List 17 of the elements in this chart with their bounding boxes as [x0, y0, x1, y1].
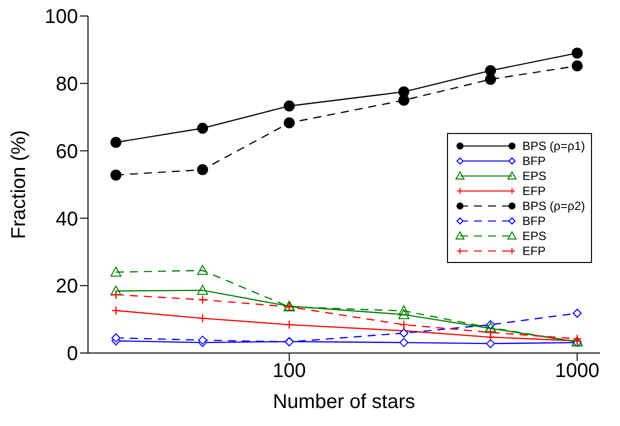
legend-label: EFP — [522, 184, 546, 198]
y-tick-label: 60 — [56, 140, 78, 163]
y-tick-label: 80 — [56, 74, 78, 96]
legend-label: EPS — [522, 168, 546, 182]
legend-label: EPS — [522, 228, 546, 242]
x-axis-title: Number of stars — [272, 391, 416, 413]
y-axis-title: Fraction (%) — [8, 130, 30, 239]
y-tick-label: 40 — [56, 208, 78, 230]
y-tick-label: 100 — [44, 6, 78, 28]
legend-label: BFP — [522, 154, 546, 168]
legend-label: BFP — [522, 214, 546, 228]
legend-label: EFP — [522, 244, 546, 258]
y-tick-label: 20 — [56, 276, 78, 298]
y-tick-label: 0 — [66, 343, 78, 366]
legend-label: BPS (ρ=ρ2) — [522, 198, 585, 212]
x-tick-label: 1000 — [554, 360, 600, 382]
legend-label: BPS (ρ=ρ1) — [522, 138, 585, 152]
